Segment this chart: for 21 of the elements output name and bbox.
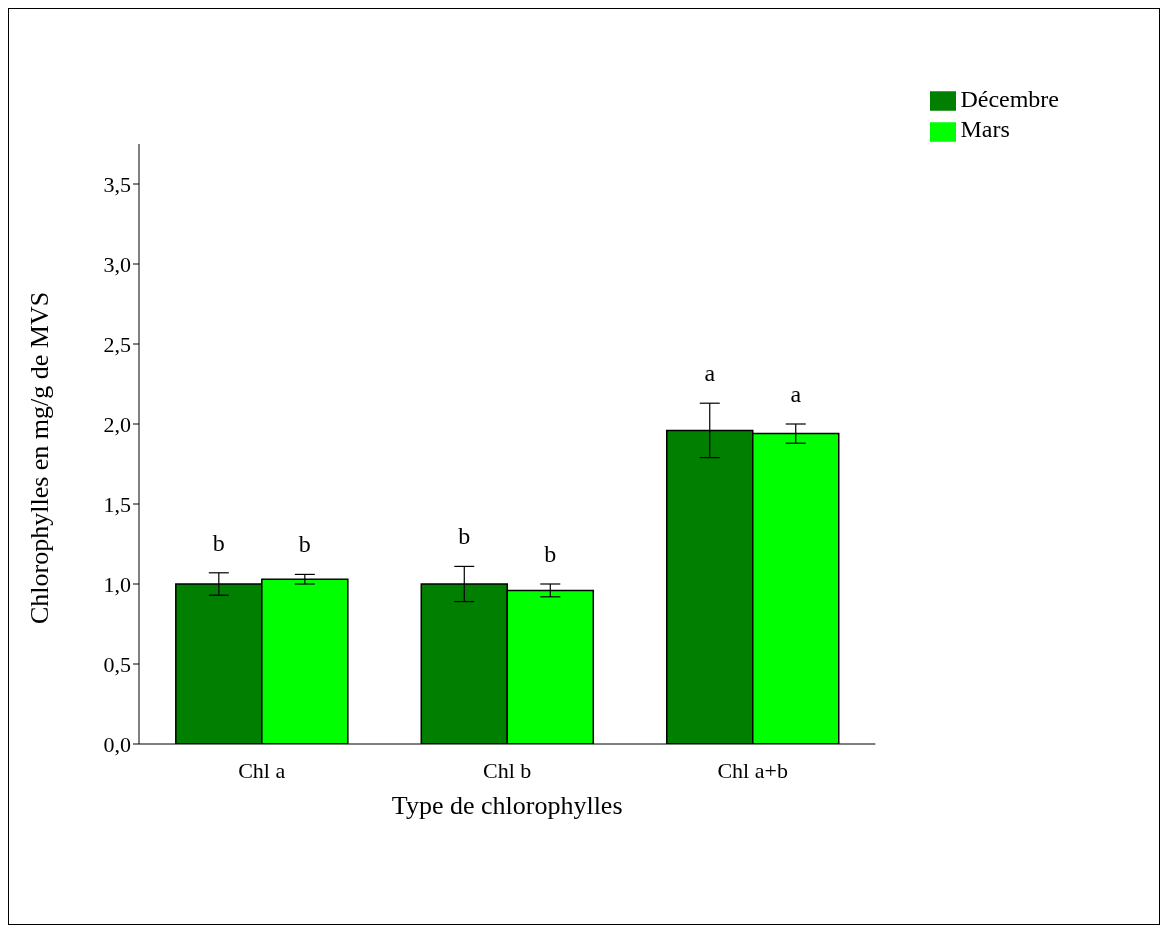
y-axis-title: Chlorophylles en mg/g de MVS: [25, 291, 55, 624]
y-tick-label: 1,5: [103, 491, 131, 517]
annotation: a: [790, 381, 802, 407]
y-tick-label: 1,0: [103, 571, 131, 597]
y-tick-label: 2,0: [103, 411, 131, 437]
y-tick-label: 0,0: [103, 731, 131, 757]
y-tick-label: 3,0: [103, 251, 131, 277]
x-tick-label: Chl a: [238, 757, 286, 783]
annotation: b: [298, 531, 311, 558]
y-tick-label: 3,5: [103, 171, 131, 197]
legend-label: Décembre: [960, 86, 1059, 112]
y-tick-label: 2,5: [103, 331, 131, 357]
x-axis-title: Type de chlorophylles: [391, 791, 623, 820]
y-tick-label: 0,5: [103, 651, 131, 677]
annotation: a: [704, 360, 716, 387]
x-tick-label: Chl b: [483, 757, 532, 783]
x-tick-label: Chl a+b: [717, 757, 788, 783]
annotation: b: [212, 529, 225, 556]
annotation: b: [544, 541, 557, 567]
annotation: b: [458, 523, 471, 550]
legend-label: Mars: [960, 116, 1010, 143]
